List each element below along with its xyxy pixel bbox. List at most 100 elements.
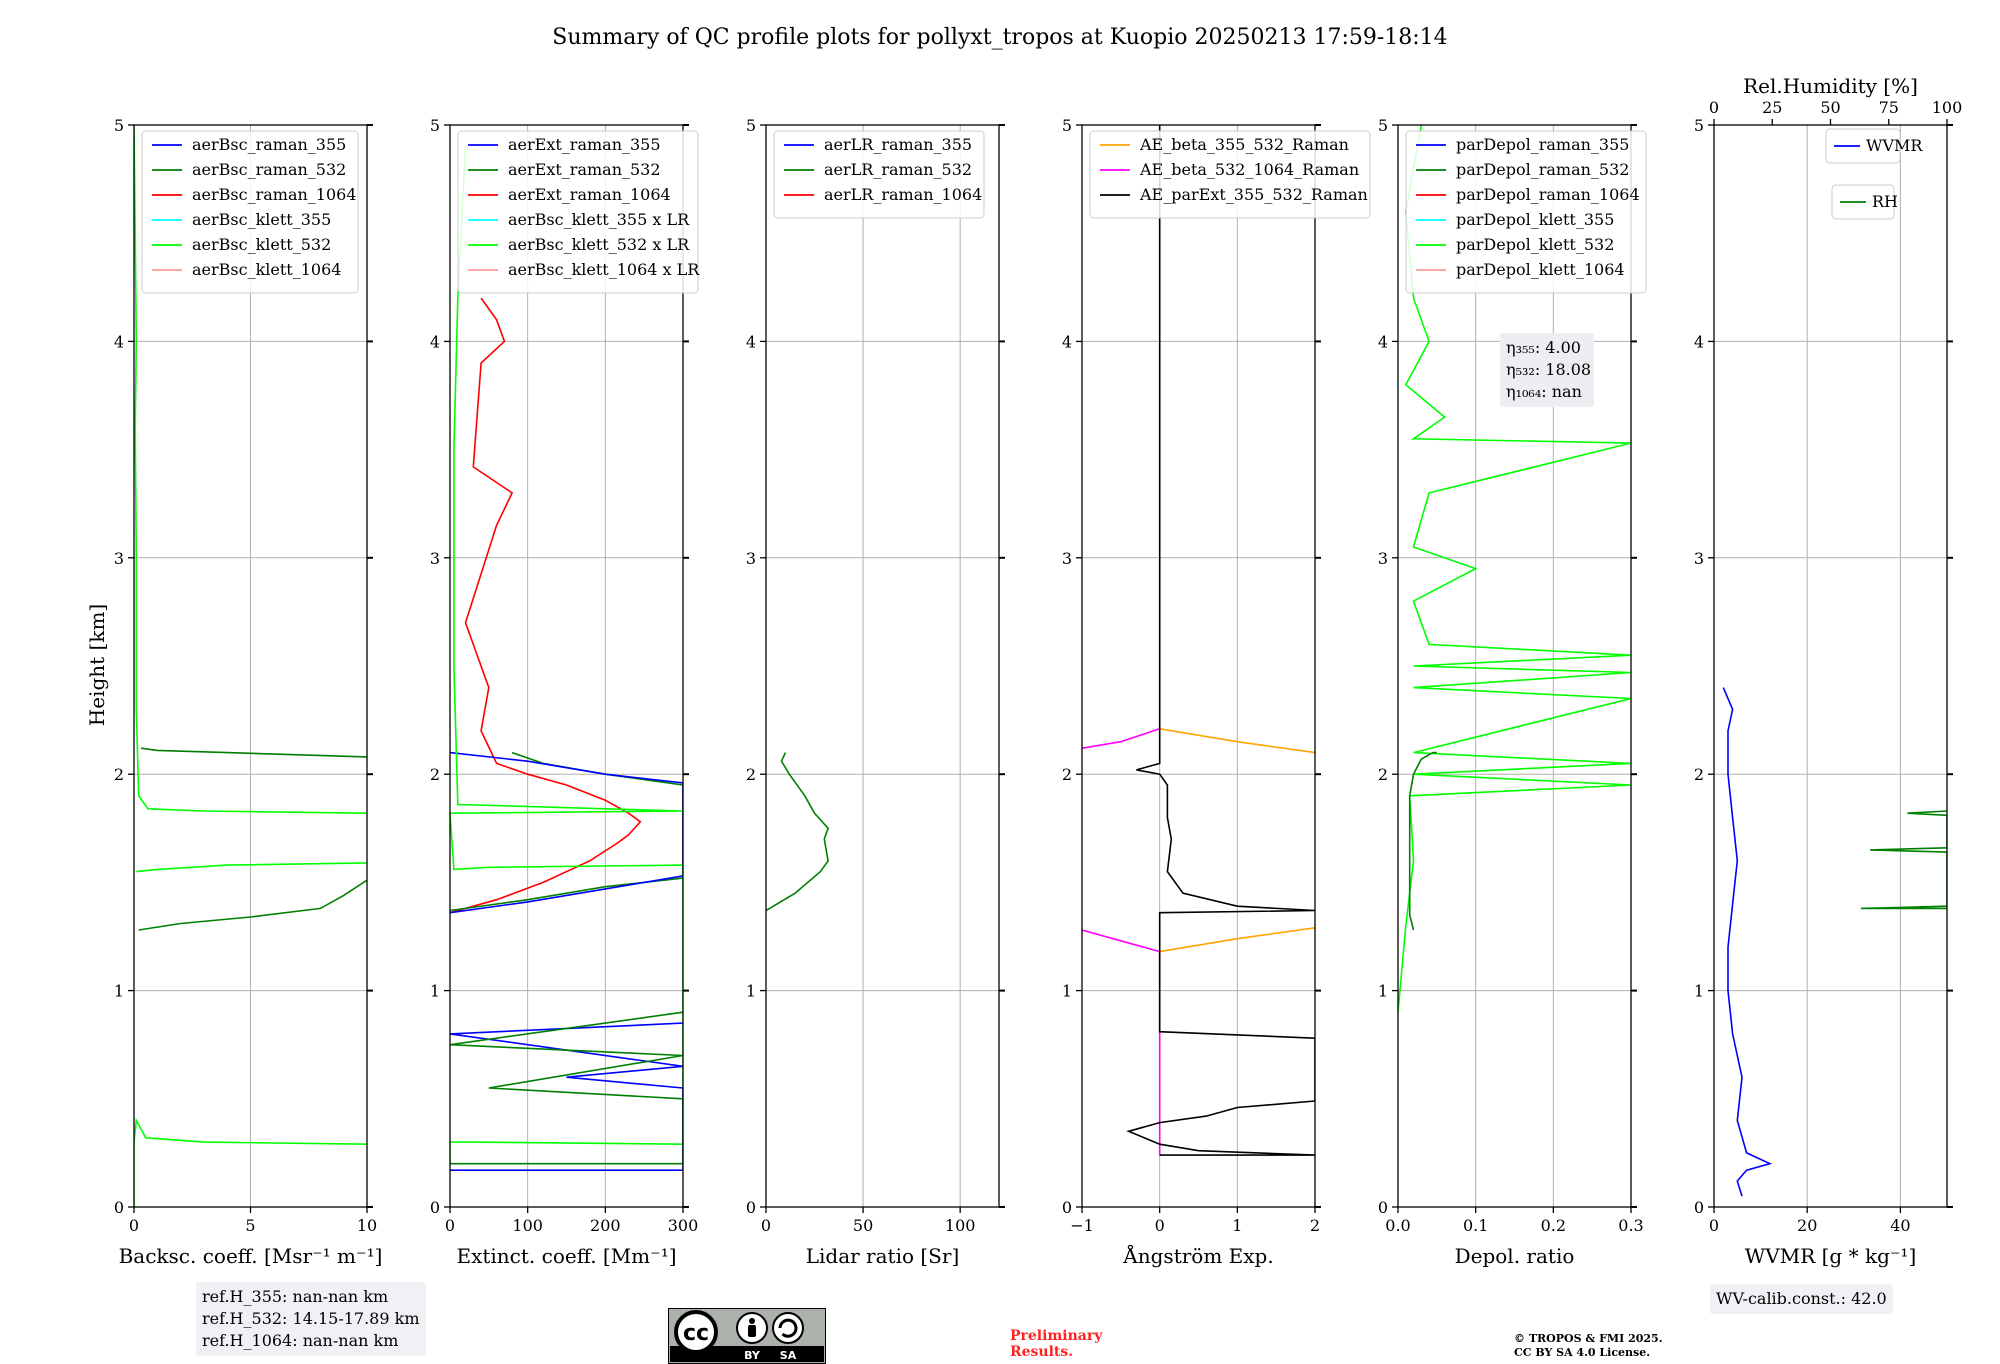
series-line-aerbsc-klett-532 xyxy=(134,1117,367,1207)
series-group xyxy=(1398,125,1631,1013)
eta-annotation-line: η₁₀₆₄: nan xyxy=(1506,382,1582,401)
y-tick-label: 0 xyxy=(1378,1198,1388,1217)
series-line-aerlr-raman-532 xyxy=(766,752,830,912)
x-axis-label: Lidar ratio [Sr] xyxy=(806,1244,960,1268)
panel-wvmr: 0 20 40 0 1 2 3 4 5 WVMR [g * kg⁻¹] 0 25 50 75 100 Rel.… xyxy=(1694,74,1962,1268)
y-tick-label: 1 xyxy=(1062,982,1072,1001)
y-tick-label: 0 xyxy=(430,1198,440,1217)
series-group xyxy=(1722,687,1947,1197)
cc-by-sa-license-badge: cc BY SA xyxy=(668,1308,826,1364)
series-line-aerext-raman-355 xyxy=(450,751,683,914)
series-line-aerbsc-raman-532-top- xyxy=(140,747,367,758)
top-x-tick-label: 0 xyxy=(1709,98,1719,117)
series-group xyxy=(134,125,367,1207)
y-tick-label: 5 xyxy=(1694,116,1704,135)
series-line-aerbsc-klett-532-x-lr xyxy=(450,146,683,1164)
ref-height-532: ref.H_532: 14.15-17.89 km xyxy=(202,1309,420,1328)
y-tick-label: 4 xyxy=(1378,332,1388,351)
y-axis-label: Height [km] xyxy=(85,604,109,726)
cc-text: cc xyxy=(683,1321,709,1346)
x-tick-label: 0.1 xyxy=(1463,1216,1488,1235)
legend-label: aerBsc_raman_355 xyxy=(192,135,346,154)
wv-calib-box: WV-calib.const.: 42.0 xyxy=(1710,1284,1893,1314)
ref-heights-box: ref.H_355: nan-nan km ref.H_532: 14.15-1… xyxy=(196,1282,426,1356)
series-line-ae-beta-355-532-lower- xyxy=(1159,927,1315,953)
y-tick-label: 4 xyxy=(114,332,124,351)
x-axis-label: Backsc. coeff. [Msr⁻¹ m⁻¹] xyxy=(119,1244,383,1268)
x-tick-label: 50 xyxy=(853,1216,873,1235)
eta-annotation-line: η₃₅₅: 4.00 xyxy=(1506,338,1581,357)
series-line-ae-beta-532-1064-upper- xyxy=(1082,728,1160,749)
y-tick-label: 0 xyxy=(746,1198,756,1217)
top-x-tick-label: 75 xyxy=(1879,98,1899,117)
legend-label: aerBsc_klett_532 x LR xyxy=(508,235,690,254)
x-tick-label: 0.3 xyxy=(1618,1216,1643,1235)
wv-calib-text: WV-calib.const.: 42.0 xyxy=(1716,1289,1887,1308)
cc-circle-icon xyxy=(674,1310,718,1354)
panel-lidar_ratio: 0 50 100 0 1 2 3 4 5 Lidar ratio [Sr] aerLR_raman_… xyxy=(746,116,1005,1268)
x-tick-label: 100 xyxy=(945,1216,976,1235)
y-tick-label: 3 xyxy=(746,549,756,568)
x-tick-label: 1 xyxy=(1232,1216,1242,1235)
y-tick-label: 5 xyxy=(1062,116,1072,135)
axes-frame xyxy=(1713,124,1948,1208)
y-tick-label: 4 xyxy=(1694,332,1704,351)
ref-height-355: ref.H_355: nan-nan km xyxy=(202,1287,389,1306)
series-line-ae-parext-355-532 xyxy=(1126,125,1315,1156)
series-line-rh xyxy=(1860,810,1947,910)
y-tick-label: 0 xyxy=(1062,1198,1072,1217)
series-line-aerbsc-klett-532-mid- xyxy=(136,862,367,873)
legend-label: aerBsc_klett_1064 xyxy=(192,260,341,279)
y-tick-label: 1 xyxy=(1694,982,1704,1001)
y-tick-label: 1 xyxy=(430,982,440,1001)
series-line-pardepol-raman-532 xyxy=(1408,751,1437,931)
y-tick-label: 3 xyxy=(1062,549,1072,568)
axes-frame xyxy=(1081,124,1316,1208)
legend-label: RH xyxy=(1872,192,1898,211)
legend-label: aerBsc_raman_1064 xyxy=(192,185,357,204)
sa-share-icon xyxy=(772,1312,804,1344)
legend-label: aerBsc_raman_532 xyxy=(192,160,346,179)
series-line-aerext-raman-355-noise- xyxy=(450,1022,683,1171)
eta-annotation-line: η₅₃₂: 18.08 xyxy=(1506,360,1591,379)
figure-title: Summary of QC profile plots for pollyxt_… xyxy=(552,25,1447,50)
y-tick-label: 3 xyxy=(430,549,440,568)
series-line-aerbsc-klett-532-upper- xyxy=(134,125,367,814)
y-tick-label: 1 xyxy=(1378,982,1388,1001)
x-tick-label: 0.0 xyxy=(1385,1216,1410,1235)
legend-label: AE_beta_532_1064_Raman xyxy=(1139,160,1359,179)
preliminary-line-2: Results. xyxy=(1010,1344,1074,1360)
legend-box xyxy=(1089,130,1371,219)
top-x-tick-label: 50 xyxy=(1820,98,1840,117)
legend-box xyxy=(141,130,359,294)
x-tick-label: 0 xyxy=(129,1216,139,1235)
x-axis-label: Extinct. coeff. [Mm⁻¹] xyxy=(456,1244,676,1268)
axes-frame xyxy=(449,124,684,1208)
x-tick-label: 0 xyxy=(1155,1216,1165,1235)
y-tick-label: 3 xyxy=(1694,549,1704,568)
x-tick-label: 40 xyxy=(1890,1216,1910,1235)
top-x-axis-label: Rel.Humidity [%] xyxy=(1743,74,1918,98)
series-line-aerext-raman-532-noise- xyxy=(450,1011,683,1165)
copyright-line-1: © TROPOS & FMI 2025. xyxy=(1514,1332,1663,1345)
legend-label: aerLR_raman_355 xyxy=(824,135,972,154)
x-tick-label: 300 xyxy=(668,1216,699,1235)
legend-label: aerBsc_klett_355 xyxy=(192,210,331,229)
series-line-ae-beta-532-1064-lower- xyxy=(1082,929,1160,953)
series-line-aerext-raman-532 xyxy=(450,751,683,912)
x-tick-label: 0 xyxy=(1709,1216,1719,1235)
legend-label: aerBsc_klett_1064 x LR xyxy=(508,260,700,279)
legend-label: aerBsc_klett_532 xyxy=(192,235,331,254)
series-group xyxy=(450,146,683,1171)
x-tick-label: 2 xyxy=(1310,1216,1320,1235)
series-line-aerbsc-raman-532 xyxy=(138,879,367,931)
series-group xyxy=(1082,125,1315,1156)
panel-extinction: 0 100 200 300 0 1 2 3 4 5 Extinct. coeff. [Mm⁻¹] ae… xyxy=(430,116,700,1268)
series-line-ae-beta-355-532-upper- xyxy=(1159,728,1315,754)
series-line-pardepol-klett-532 xyxy=(1398,125,1631,1013)
eta-annotation-box xyxy=(1500,333,1594,407)
legend-label: aerExt_raman_532 xyxy=(508,160,661,179)
